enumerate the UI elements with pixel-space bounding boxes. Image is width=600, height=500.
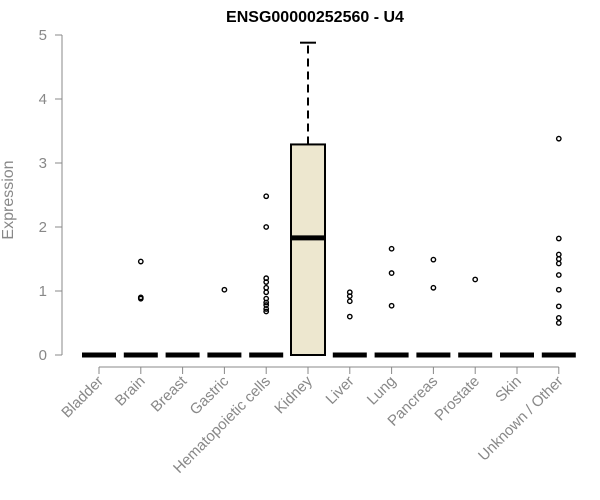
box-lung (374, 245, 409, 358)
outlier-point (430, 256, 437, 263)
outlier-point (555, 286, 562, 293)
outlier-point (346, 293, 353, 300)
outlier-point (263, 308, 270, 315)
x-tick-label: Prostate (431, 373, 483, 425)
x-tick-label: Skin (492, 373, 525, 406)
y-tick-label: 3 (39, 155, 47, 172)
outlier-point (137, 295, 144, 302)
outlier-point (555, 303, 562, 310)
outlier-point (388, 245, 395, 252)
box-iqr (290, 143, 326, 356)
y-tick-label: 2 (39, 219, 47, 236)
outlier-point (555, 251, 562, 258)
x-tick-label: Liver (323, 373, 358, 408)
outlier-point (263, 193, 270, 200)
outlier-point (137, 258, 144, 265)
outlier-point (555, 314, 562, 321)
y-tick-label: 4 (39, 91, 47, 108)
box-unknown-other (541, 135, 576, 358)
y-tick-label: 1 (39, 283, 47, 300)
outlier-point (263, 299, 270, 306)
outlier-point (263, 224, 270, 230)
outlier-point (555, 235, 562, 242)
box-hematopoietic-cells (249, 193, 284, 358)
outlier-point (555, 256, 562, 262)
x-tick-label: Lung (364, 373, 400, 409)
outlier-point (263, 284, 270, 291)
box-gastric (207, 286, 242, 358)
box-kidney (290, 41, 326, 356)
outlier-point (263, 306, 270, 312)
outlier-point (263, 289, 270, 296)
y-axis: 0 1 2 3 4 5 (39, 27, 63, 364)
x-tick-label: Kidney (271, 372, 316, 417)
y-tick-label: 5 (39, 27, 47, 44)
outlier-point (555, 135, 562, 142)
box-pancreas (416, 256, 451, 358)
boxes-layer (82, 41, 576, 358)
chart-title: ENSG00000252560 - U4 (226, 9, 404, 26)
outlier-point (346, 313, 353, 320)
box-brain (123, 258, 158, 358)
outlier-point (388, 302, 395, 309)
outlier-point (263, 279, 270, 285)
x-tick-label: Bladder (58, 373, 107, 422)
outlier-point (555, 272, 562, 278)
outlier-point (472, 276, 479, 283)
y-axis-label: Expression (0, 160, 17, 239)
outlier-point (221, 286, 228, 293)
outlier-point (346, 298, 353, 305)
x-tick-label: Brain (112, 373, 149, 410)
outlier-point (555, 320, 562, 326)
x-tick-label: Breast (148, 372, 191, 415)
outlier-point (388, 270, 395, 276)
box-prostate (458, 276, 493, 358)
outlier-point (555, 260, 562, 267)
box-liver (332, 289, 367, 358)
y-tick-label: 0 (39, 347, 47, 364)
outlier-point (430, 284, 437, 291)
